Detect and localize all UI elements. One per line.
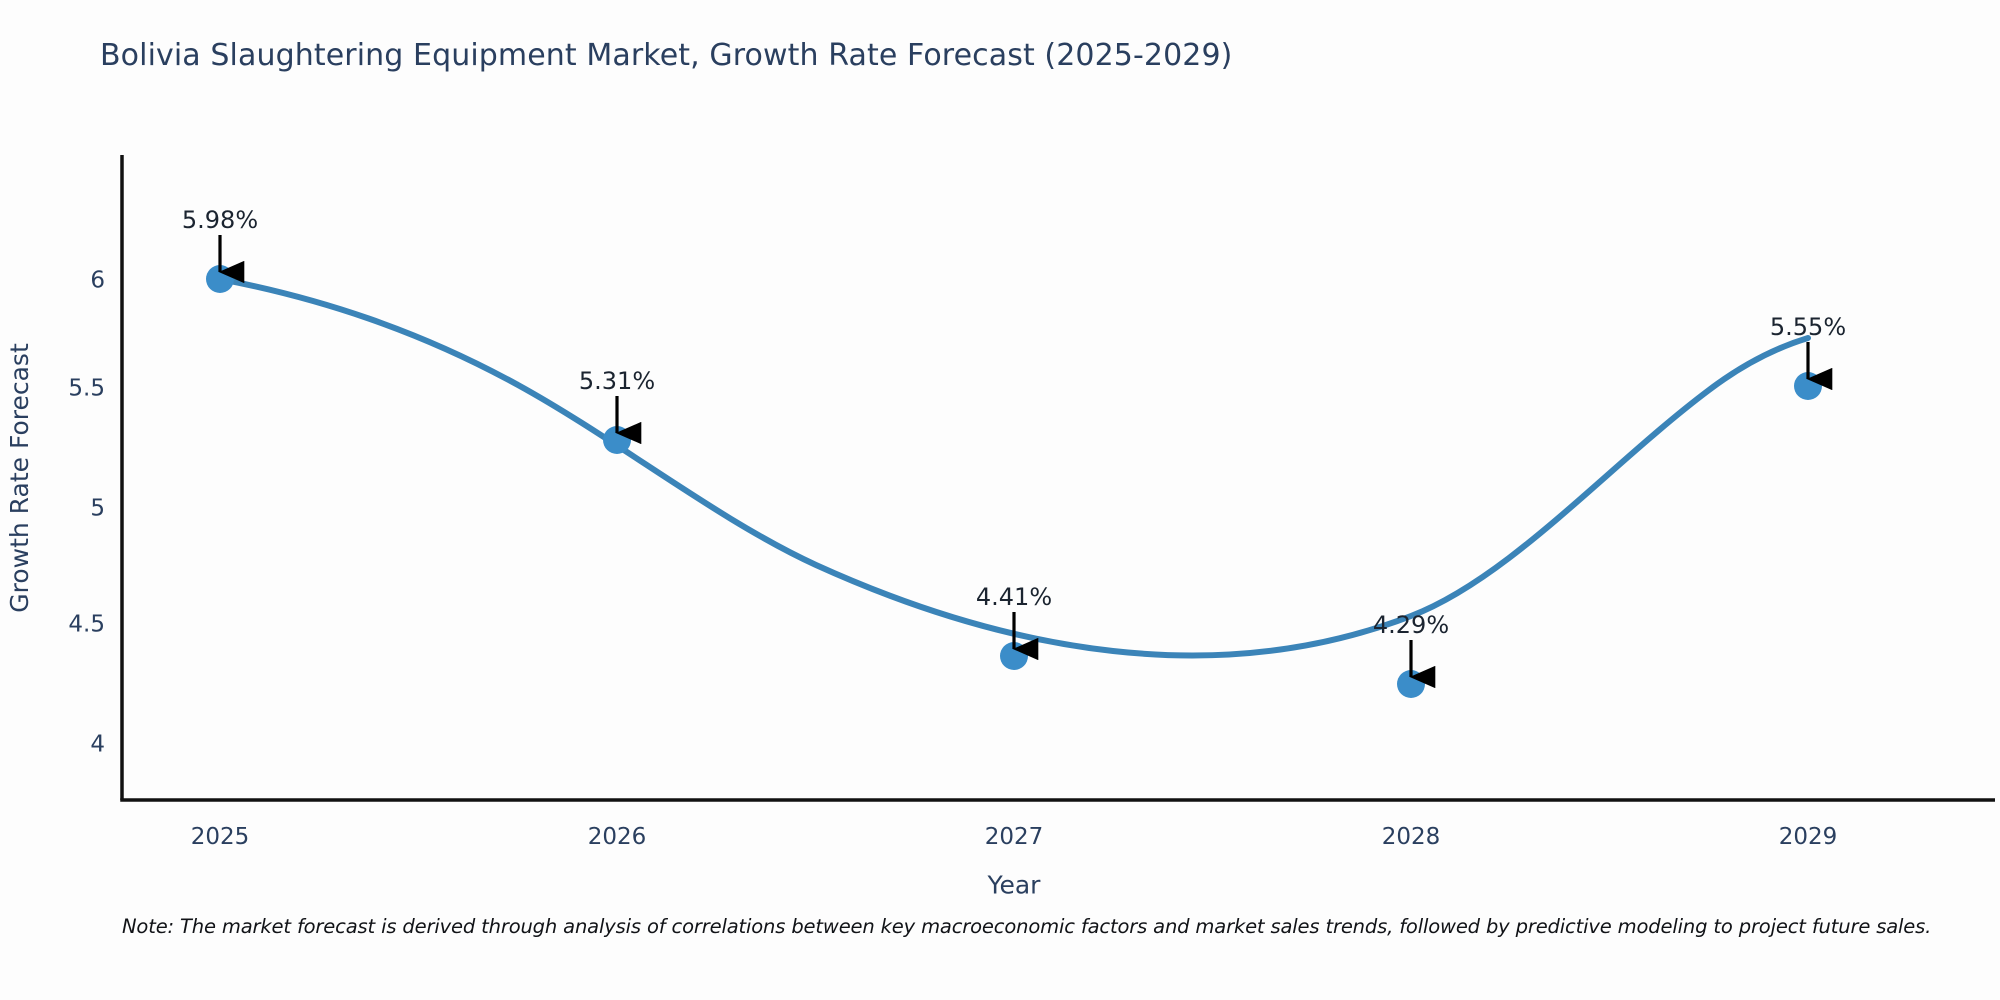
x-tick-label-2029: 2029 bbox=[1779, 824, 1838, 850]
x-tick-label-2026: 2026 bbox=[588, 824, 647, 850]
x-axis-title: Year bbox=[987, 870, 1042, 899]
data-label-2025: 5.98% bbox=[182, 206, 258, 234]
x-tick-label-2025: 2025 bbox=[191, 824, 250, 850]
page-title: Bolivia Slaughtering Equipment Market, G… bbox=[100, 38, 1233, 73]
chart-footnote: Note: The market forecast is derived thr… bbox=[122, 915, 1932, 938]
forecast-line bbox=[217, 276, 1811, 659]
data-label-2026: 5.31% bbox=[579, 367, 655, 395]
x-tick-label-2028: 2028 bbox=[1382, 824, 1441, 850]
y-tick-label-6: 6 bbox=[90, 268, 105, 294]
y-tick-label-4_5: 4.5 bbox=[68, 612, 105, 638]
x-tick-label-2027: 2027 bbox=[985, 824, 1044, 850]
y-axis-title: Growth Rate Forecast bbox=[5, 343, 34, 613]
data-label-2027: 4.41% bbox=[976, 583, 1052, 611]
data-label-2029: 5.55% bbox=[1770, 313, 1846, 341]
data-label-2028: 4.29% bbox=[1373, 611, 1449, 639]
y-tick-label-5: 5 bbox=[90, 496, 105, 522]
y-tick-label-5_5: 5.5 bbox=[68, 376, 105, 402]
y-tick-label-4: 4 bbox=[90, 732, 105, 758]
